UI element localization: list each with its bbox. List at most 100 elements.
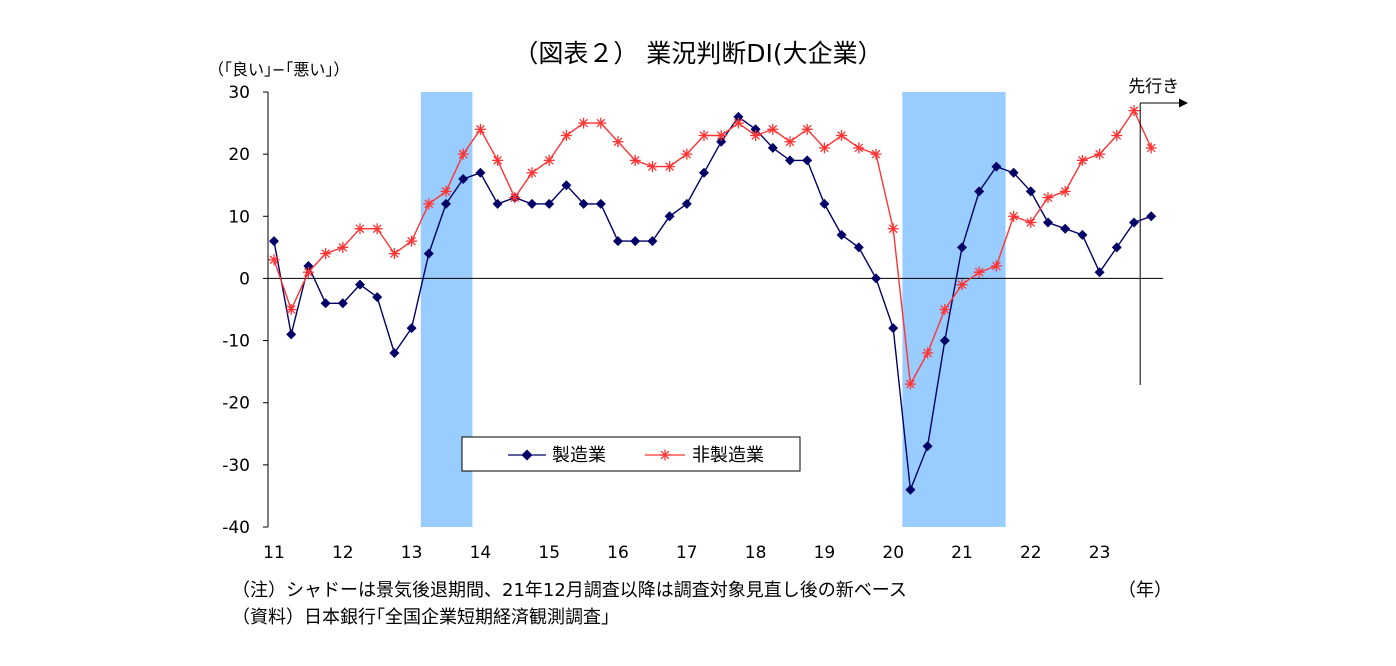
data-point bbox=[320, 298, 331, 309]
data-point bbox=[836, 130, 848, 141]
data-point bbox=[286, 329, 297, 340]
data-point bbox=[458, 174, 469, 184]
data-point bbox=[1025, 217, 1037, 228]
data-point bbox=[784, 136, 796, 148]
data-point bbox=[646, 161, 658, 173]
x-tick-label: 16 bbox=[607, 543, 629, 563]
data-point bbox=[990, 260, 1002, 272]
data-point bbox=[629, 154, 641, 166]
data-point bbox=[767, 123, 779, 135]
data-point bbox=[956, 279, 968, 291]
data-point bbox=[939, 304, 951, 315]
x-tick-label: 17 bbox=[676, 543, 698, 563]
series-line bbox=[273, 115, 1152, 490]
data-point bbox=[1008, 167, 1019, 178]
data-point bbox=[492, 154, 504, 166]
footnote-shadow: （注）シャドーは景気後退期間、21年12月調査以降は調査対象見直し後の新ベース bbox=[232, 580, 907, 601]
data-point bbox=[853, 242, 864, 253]
data-point bbox=[664, 211, 675, 222]
data-point bbox=[870, 148, 882, 160]
data-point bbox=[836, 229, 847, 240]
data-point bbox=[302, 266, 314, 278]
x-tick-label: 13 bbox=[401, 543, 423, 563]
footnote-source: （資料）日本銀行｢全国企業短期経済観測調査｣ bbox=[232, 607, 610, 628]
series-layer bbox=[268, 105, 1157, 495]
data-point bbox=[802, 155, 813, 166]
data-point bbox=[871, 273, 881, 284]
y-tick-label: -20 bbox=[222, 394, 250, 414]
legend: 製造業 非製造業 bbox=[461, 436, 801, 472]
data-point bbox=[732, 117, 744, 129]
data-point bbox=[1094, 267, 1105, 278]
data-point bbox=[544, 198, 555, 209]
data-point bbox=[647, 236, 658, 247]
data-point bbox=[561, 180, 572, 191]
data-point bbox=[681, 148, 693, 160]
data-point bbox=[733, 111, 744, 122]
data-point bbox=[630, 236, 641, 247]
legend-asterisk-glyph bbox=[659, 449, 671, 461]
data-point bbox=[441, 198, 451, 209]
data-point bbox=[905, 484, 916, 495]
data-point bbox=[406, 235, 418, 247]
recession-shadows bbox=[420, 92, 1006, 527]
data-point bbox=[457, 148, 469, 160]
x-tick-label: 20 bbox=[882, 543, 904, 563]
x-tick-label: 19 bbox=[814, 543, 836, 563]
recession-shadow-1 bbox=[902, 92, 1006, 527]
data-point bbox=[1059, 185, 1071, 197]
data-point bbox=[595, 198, 606, 209]
data-point bbox=[509, 192, 521, 204]
data-point bbox=[801, 123, 813, 135]
series-line bbox=[273, 109, 1152, 387]
data-point bbox=[664, 161, 676, 173]
data-point bbox=[1060, 223, 1071, 234]
data-point bbox=[974, 186, 985, 197]
data-point bbox=[1145, 142, 1157, 154]
data-point bbox=[543, 154, 555, 166]
data-point bbox=[527, 198, 537, 209]
data-point bbox=[888, 323, 899, 334]
data-point bbox=[750, 124, 761, 135]
forecast-marker: 先行き bbox=[1128, 77, 1188, 385]
data-point bbox=[818, 142, 830, 154]
data-point bbox=[1146, 211, 1157, 222]
data-point bbox=[337, 241, 349, 253]
data-point bbox=[474, 123, 486, 135]
data-point bbox=[560, 130, 572, 141]
y-axis-unit-label: （｢良い｣−｢悪い｣） bbox=[208, 60, 349, 79]
forecast-label: 先行き bbox=[1128, 77, 1179, 97]
data-point bbox=[578, 198, 589, 209]
x-axis-unit-label: （年） bbox=[1118, 580, 1172, 601]
legend-label-nonmanufacturing: 非製造業 bbox=[692, 445, 764, 466]
y-tick-label: 10 bbox=[228, 207, 250, 227]
data-point bbox=[819, 198, 830, 209]
data-point bbox=[337, 298, 348, 309]
forecast-arrow-icon bbox=[1179, 98, 1188, 108]
data-point bbox=[922, 347, 934, 359]
data-point bbox=[612, 136, 624, 148]
data-point bbox=[492, 198, 503, 209]
y-tick-label: -30 bbox=[222, 456, 250, 476]
series-nonmanufacturing bbox=[268, 105, 1157, 390]
data-point bbox=[440, 185, 452, 197]
data-point bbox=[957, 242, 967, 253]
x-tick-label: 12 bbox=[332, 543, 354, 563]
data-point bbox=[389, 348, 400, 358]
x-tick-label: 22 bbox=[1020, 543, 1042, 563]
data-point bbox=[268, 254, 280, 266]
data-point bbox=[887, 223, 899, 235]
data-point bbox=[354, 223, 366, 235]
chart-title: （図表２） 業況判断DI(大企業） bbox=[513, 39, 882, 68]
data-point bbox=[1129, 217, 1139, 228]
data-point bbox=[285, 304, 297, 315]
data-point bbox=[1076, 154, 1088, 166]
series-manufacturing bbox=[269, 111, 1157, 495]
x-tick-label: 15 bbox=[538, 543, 560, 563]
y-tick-label: -40 bbox=[222, 518, 250, 538]
x-tick-label: 21 bbox=[951, 543, 973, 563]
data-point bbox=[423, 198, 435, 210]
data-point bbox=[922, 441, 933, 452]
data-point bbox=[939, 335, 950, 346]
